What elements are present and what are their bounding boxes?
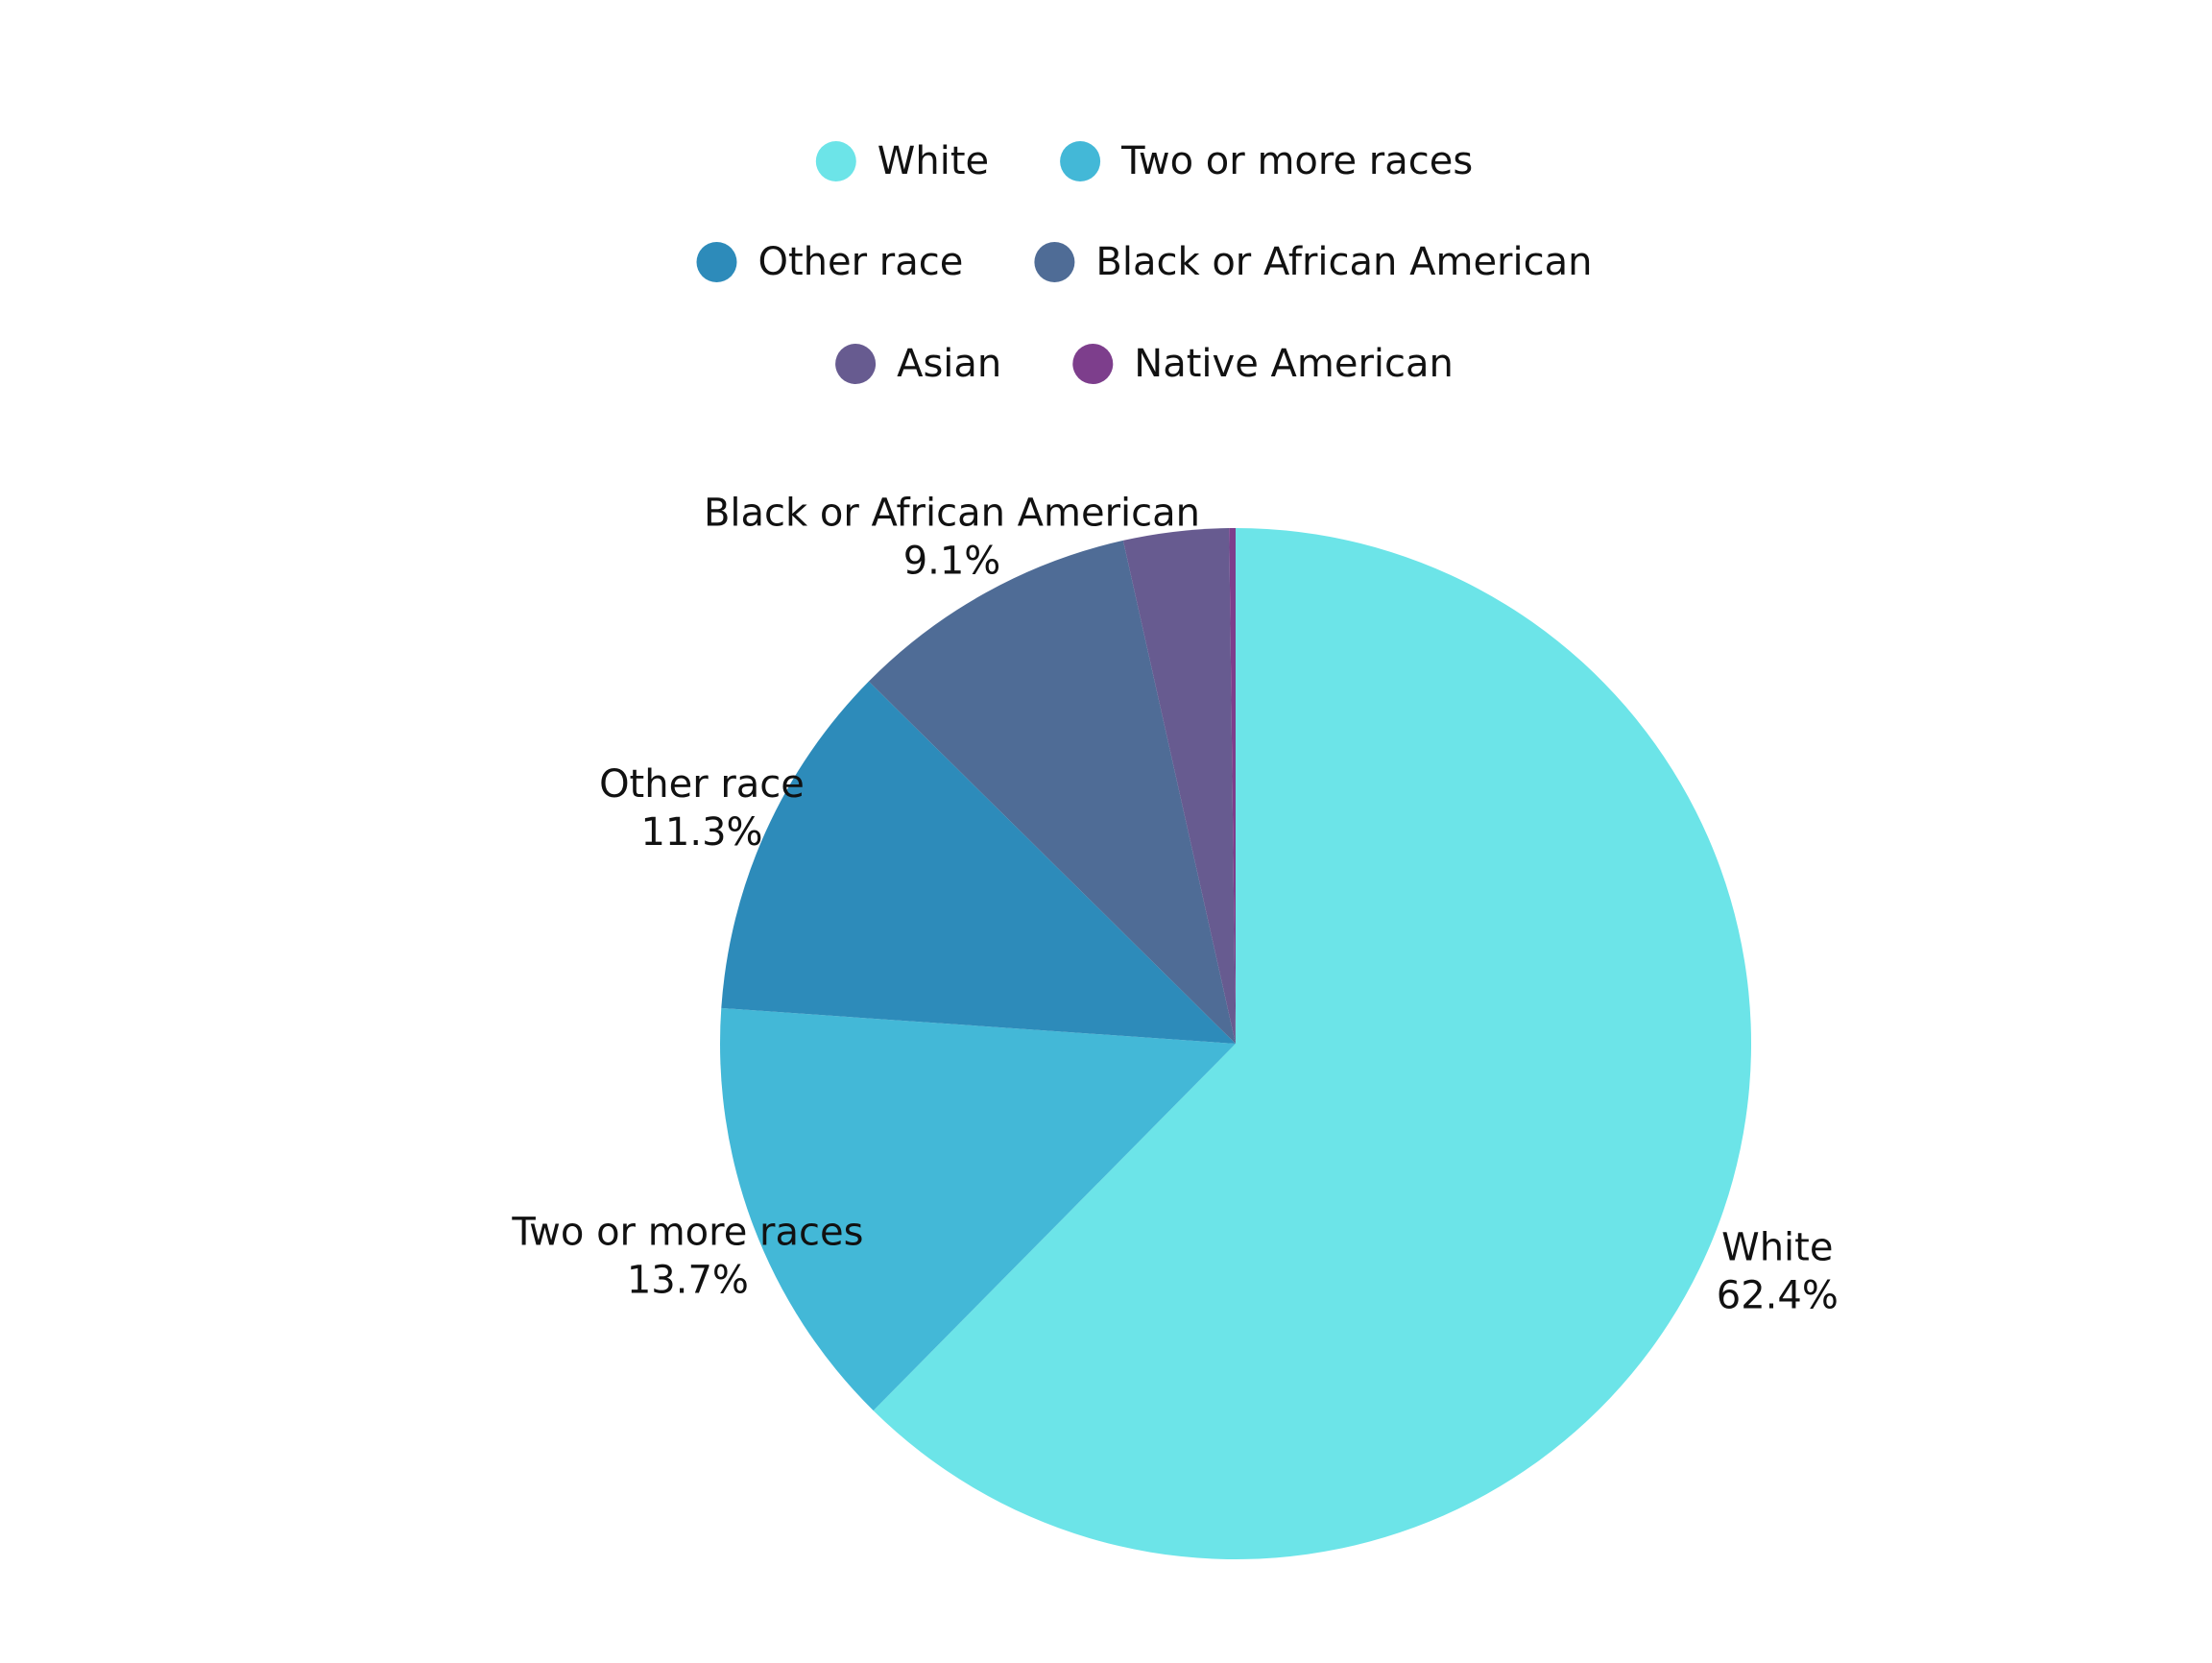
slice-label-name: Black or African American xyxy=(704,491,1200,535)
pie-slice-white xyxy=(873,528,1752,1559)
legend-swatch xyxy=(815,141,856,181)
legend-swatch xyxy=(1072,344,1114,384)
slice-label-value: 9.1% xyxy=(903,539,1001,583)
slice-label-value: 13.7% xyxy=(627,1259,749,1303)
legend-item-asian: Asian xyxy=(835,342,1001,386)
legend-item-two-or-more-races: Two or more races xyxy=(1060,139,1473,183)
legend-label: Black or African American xyxy=(1095,240,1592,284)
slice-label-value: 62.4% xyxy=(1717,1274,1839,1318)
legend-label: White xyxy=(878,139,989,183)
legend-item-native-american: Native American xyxy=(1072,342,1454,386)
legend-label: Native American xyxy=(1134,342,1454,386)
pie-slice-black-or-african-american xyxy=(868,540,1236,1044)
slice-label-name: Two or more races xyxy=(511,1211,863,1255)
legend-item-white: White xyxy=(815,139,989,183)
pie-slice-other-race xyxy=(721,681,1236,1044)
pie-slice-native-american xyxy=(1229,527,1236,1044)
pie-slice-asian xyxy=(1122,528,1236,1044)
legend-label: Two or more races xyxy=(1120,139,1473,183)
legend-label: Other race xyxy=(758,240,964,284)
legend-swatch xyxy=(1034,242,1075,282)
legend-swatch xyxy=(1060,141,1101,181)
legend-label: Asian xyxy=(897,342,1001,386)
slice-label-value: 11.3% xyxy=(640,810,762,855)
legend-swatch xyxy=(835,344,877,384)
legend-item-other-race: Other race xyxy=(696,240,964,284)
pie-slices xyxy=(719,527,1752,1559)
slice-label-name: White xyxy=(1721,1226,1833,1270)
slice-label-name: Other race xyxy=(599,762,805,807)
legend: White Two or more races Other race Black or… xyxy=(696,139,1592,386)
legend-swatch xyxy=(696,242,737,282)
pie-slice-two-or-more-races xyxy=(719,1007,1236,1411)
legend-item-black-or-african-american: Black or African American xyxy=(1034,240,1592,284)
